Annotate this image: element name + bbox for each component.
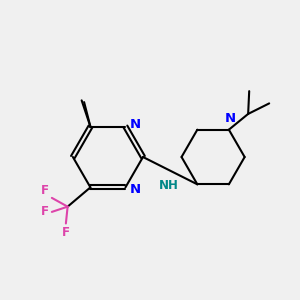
Text: N: N <box>225 112 236 125</box>
Text: N: N <box>130 183 141 196</box>
Text: F: F <box>41 184 49 197</box>
Text: NH: NH <box>158 179 178 192</box>
Text: F: F <box>62 226 70 239</box>
Text: F: F <box>41 206 49 218</box>
Text: N: N <box>130 118 141 131</box>
